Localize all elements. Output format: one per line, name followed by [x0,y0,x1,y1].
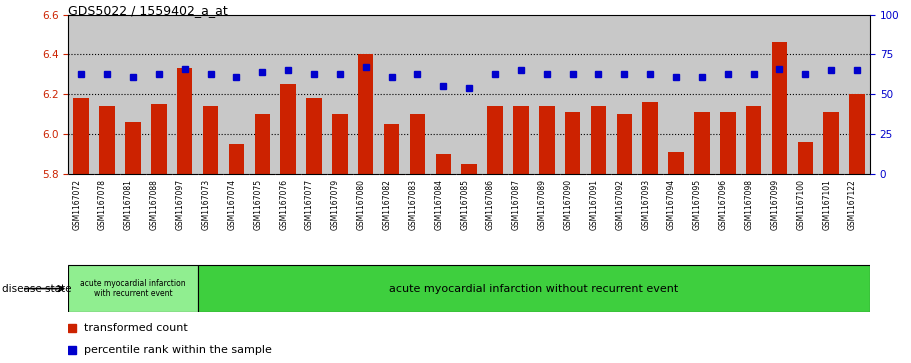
Text: GSM1167083: GSM1167083 [408,179,417,230]
Text: GSM1167079: GSM1167079 [331,179,340,230]
Bar [772,42,787,174]
Text: percentile rank within the sample: percentile rank within the sample [85,345,272,355]
Text: GSM1167096: GSM1167096 [719,179,728,230]
Text: GSM1167077: GSM1167077 [305,179,314,230]
Bar [487,106,503,174]
Text: GSM1167082: GSM1167082 [383,179,392,230]
Text: GSM1167086: GSM1167086 [486,179,495,230]
Bar [720,113,735,174]
Text: GSM1167076: GSM1167076 [279,179,288,230]
Bar [617,114,632,174]
Bar [798,142,814,174]
Text: GSM1167078: GSM1167078 [98,179,107,230]
Bar [669,152,684,174]
Bar [177,69,192,174]
Text: GSM1167089: GSM1167089 [537,179,547,230]
Bar [99,106,115,174]
Text: GSM1167122: GSM1167122 [848,179,857,229]
Text: GSM1167091: GSM1167091 [589,179,599,230]
Text: GSM1167090: GSM1167090 [564,179,573,230]
Text: GSM1167088: GSM1167088 [149,179,159,230]
Text: acute myocardial infarction
with recurrent event: acute myocardial infarction with recurre… [80,279,186,298]
Bar [203,106,219,174]
Text: GSM1167093: GSM1167093 [641,179,650,230]
Bar [539,106,555,174]
Bar [74,98,89,174]
Bar [198,265,870,312]
Text: disease state: disease state [2,284,71,294]
Bar [849,94,865,174]
Bar [306,98,322,174]
Bar [461,164,477,174]
Text: GSM1167080: GSM1167080 [357,179,365,230]
Bar [824,113,839,174]
Text: GSM1167084: GSM1167084 [435,179,444,230]
Text: GDS5022 / 1559402_a_at: GDS5022 / 1559402_a_at [68,4,228,17]
Bar [410,114,425,174]
Text: GSM1167074: GSM1167074 [228,179,237,230]
Text: GSM1167073: GSM1167073 [201,179,210,230]
Bar [151,105,167,174]
Text: GSM1167081: GSM1167081 [124,179,133,230]
Bar [435,154,451,174]
Bar [254,114,270,174]
Bar [694,113,710,174]
Bar [68,265,198,312]
Text: GSM1167085: GSM1167085 [460,179,469,230]
Bar [642,102,658,174]
Text: GSM1167094: GSM1167094 [667,179,676,230]
Text: GSM1167092: GSM1167092 [615,179,624,230]
Text: GSM1167098: GSM1167098 [744,179,753,230]
Text: transformed count: transformed count [85,323,188,333]
Bar [384,125,399,174]
Text: GSM1167101: GSM1167101 [823,179,831,230]
Bar [281,85,296,174]
Bar [513,106,528,174]
Text: GSM1167099: GSM1167099 [771,179,780,230]
Bar [125,122,140,174]
Bar [746,106,762,174]
Bar [565,113,580,174]
Text: GSM1167095: GSM1167095 [693,179,701,230]
Text: GSM1167087: GSM1167087 [512,179,521,230]
Text: GSM1167097: GSM1167097 [176,179,185,230]
Text: acute myocardial infarction without recurrent event: acute myocardial infarction without recu… [389,284,679,294]
Text: GSM1167072: GSM1167072 [72,179,81,230]
Bar [590,106,606,174]
Text: GSM1167100: GSM1167100 [796,179,805,230]
Text: GSM1167075: GSM1167075 [253,179,262,230]
Bar [358,54,374,174]
Bar [333,114,348,174]
Bar [229,144,244,174]
